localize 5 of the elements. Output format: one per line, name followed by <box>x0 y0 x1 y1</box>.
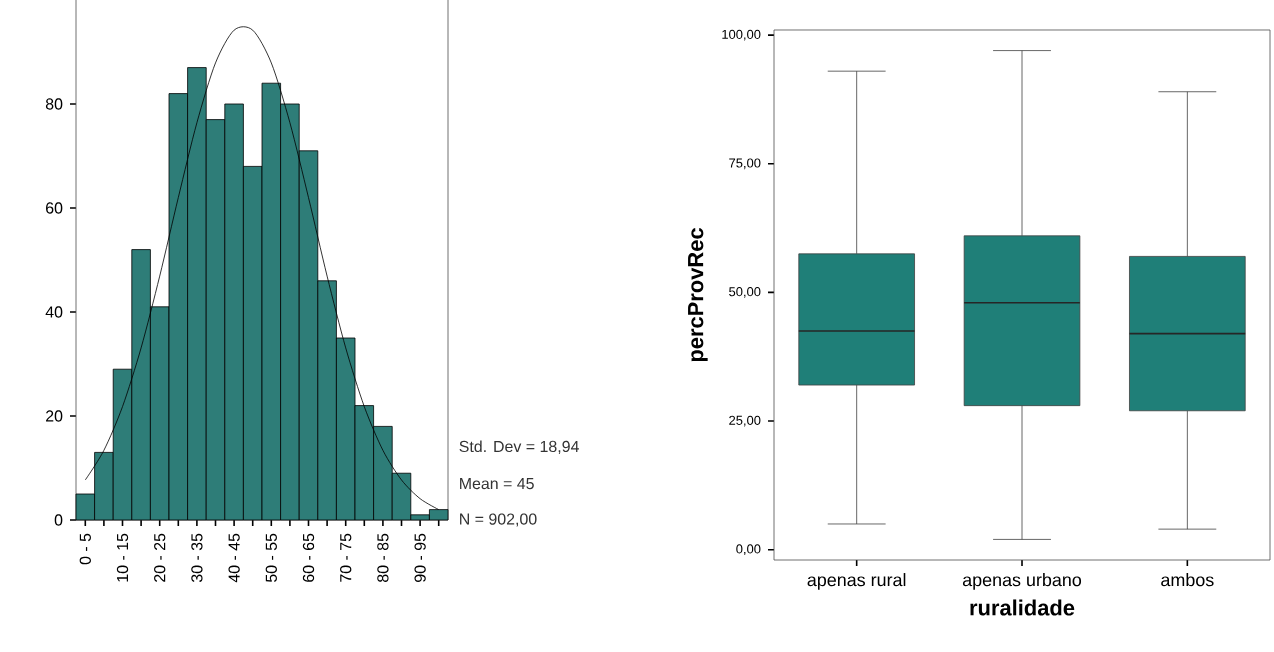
x-tick-label: apenas urbano <box>962 573 1082 590</box>
x-tick-label: apenas rural <box>807 573 906 590</box>
x-axis-title: ruralidade <box>970 599 1075 616</box>
y-axis-title: percProvRec <box>688 228 708 362</box>
x-tick-label: ambos <box>1161 573 1214 587</box>
